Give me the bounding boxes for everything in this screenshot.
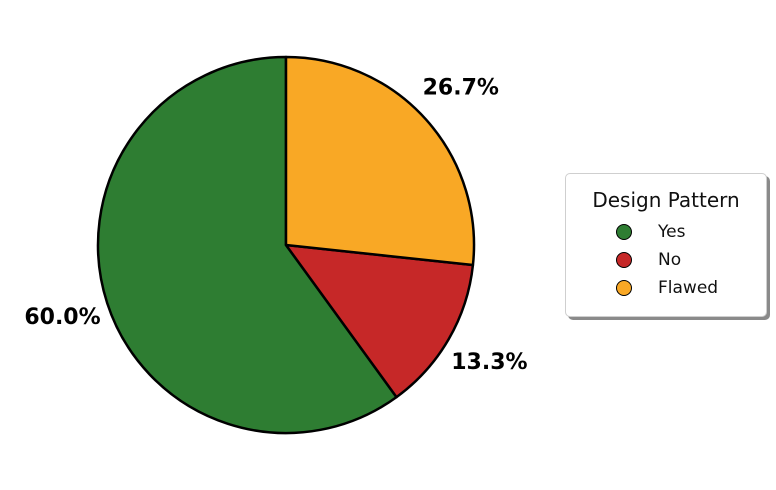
legend-item-no: No (616, 249, 681, 271)
pie-slices (96, 55, 476, 435)
legend-item-flawed: Flawed (616, 277, 718, 299)
legend-marker-no (616, 252, 632, 268)
pie-slice-flawed (284, 55, 476, 267)
legend-label-no: No (658, 250, 682, 270)
legend-item-yes: Yes (616, 221, 685, 243)
percentage-labels: 60.0% 13.3% 26.7% (24, 75, 527, 375)
legend-title: Design Pattern (592, 188, 740, 212)
legend: Design Pattern Yes No Flawed (565, 173, 767, 317)
pie-slice-yes (96, 55, 398, 435)
pct-label-yes: 60.0% (24, 305, 100, 330)
pie-slice-no (284, 243, 475, 399)
legend-label-yes: Yes (658, 222, 686, 242)
legend-marker-flawed (616, 280, 632, 296)
legend-marker-yes (616, 224, 632, 240)
pct-label-no: 13.3% (451, 350, 527, 375)
pct-label-flawed: 26.7% (423, 75, 499, 100)
legend-label-flawed: Flawed (658, 278, 719, 298)
